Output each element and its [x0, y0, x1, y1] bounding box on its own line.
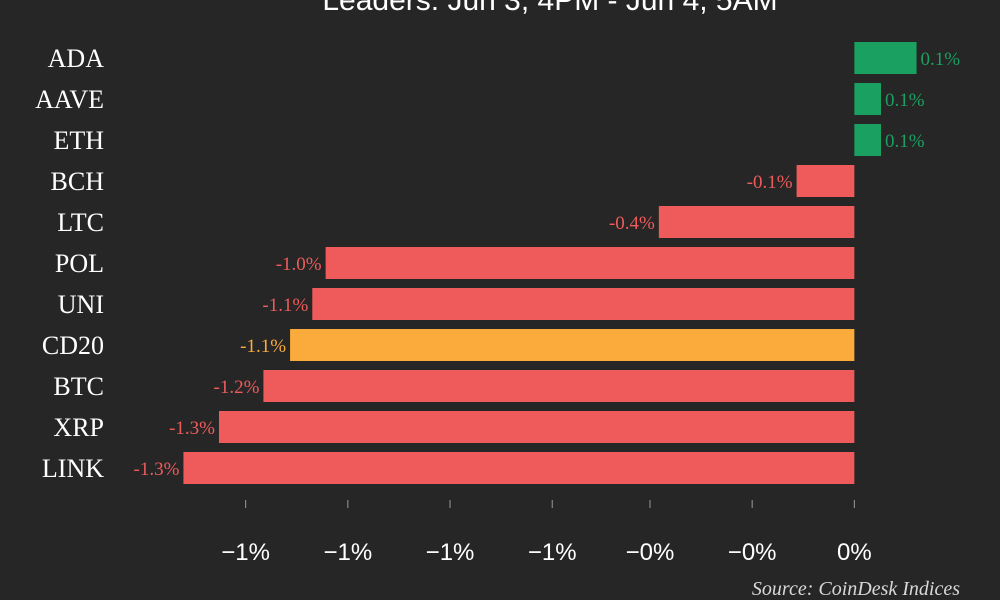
category-label-aave: AAVE — [35, 85, 104, 114]
bar-btc — [263, 370, 855, 402]
x-tick-label-4: −0% — [626, 539, 675, 566]
bar-xrp — [218, 411, 855, 443]
chart-source: Source: CoinDesk Indices — [751, 578, 960, 600]
category-label-uni: UNI — [58, 290, 104, 319]
category-label-xrp: XRP — [53, 413, 104, 442]
value-label-eth: 0.1% — [885, 131, 925, 152]
category-label-ltc: LTC — [57, 208, 104, 237]
category-label-ada: ADA — [48, 44, 105, 73]
x-tick-label-5: −0% — [728, 539, 777, 566]
value-label-pol: -1.0% — [276, 254, 322, 275]
bar-ltc — [658, 206, 855, 238]
bar-uni — [312, 288, 855, 320]
value-label-ada: 0.1% — [921, 49, 961, 70]
value-label-link: -1.3% — [134, 459, 180, 480]
category-label-link: LINK — [42, 454, 104, 483]
x-tick-label-0: −1% — [221, 539, 270, 566]
category-label-pol: POL — [55, 249, 104, 278]
value-label-aave: 0.1% — [885, 90, 925, 111]
bar-link — [183, 452, 855, 484]
bar-aave — [854, 83, 882, 115]
chart-title: Leaders: Jun 3, 4PM - Jun 4, 5AM — [322, 0, 778, 17]
bar-ada — [854, 42, 917, 74]
category-label-bch: BCH — [51, 167, 105, 196]
bar-eth — [854, 124, 882, 156]
category-label-eth: ETH — [53, 126, 104, 155]
value-label-bch: -0.1% — [747, 172, 793, 193]
bar-bch — [796, 165, 855, 197]
value-label-xrp: -1.3% — [169, 418, 215, 439]
bar-cd20 — [290, 329, 855, 361]
bar-pol — [325, 247, 855, 279]
value-label-ltc: -0.4% — [609, 213, 655, 234]
value-label-uni: -1.1% — [262, 295, 308, 316]
x-tick-label-6: 0% — [837, 539, 872, 566]
value-label-cd20: -1.1% — [240, 336, 286, 357]
x-tick-label-3: −1% — [528, 539, 577, 566]
value-label-btc: -1.2% — [214, 377, 260, 398]
x-tick-label-1: −1% — [323, 539, 372, 566]
category-label-btc: BTC — [53, 372, 104, 401]
x-tick-label-2: −1% — [426, 539, 475, 566]
category-label-cd20: CD20 — [42, 331, 104, 360]
